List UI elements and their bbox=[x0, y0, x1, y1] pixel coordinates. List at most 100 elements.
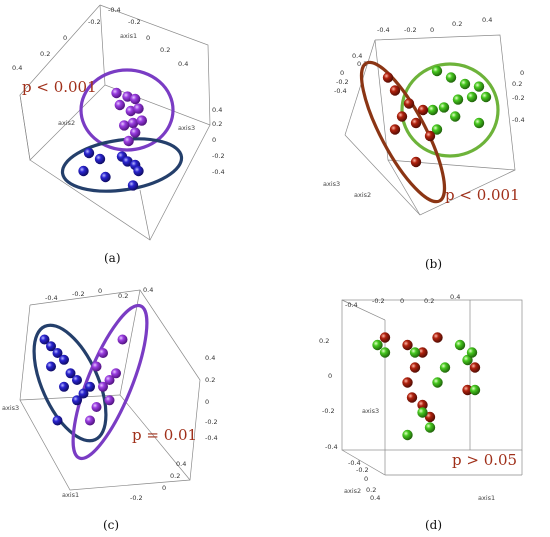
point-a-purple-3 bbox=[114, 99, 126, 111]
point-d-green-7 bbox=[432, 377, 443, 388]
tick-d-7: 0 bbox=[328, 372, 332, 380]
tick-a-8: 0.2 bbox=[160, 46, 170, 54]
panel-a-points bbox=[78, 87, 147, 191]
tick-a-9: 0.4 bbox=[178, 60, 188, 68]
tick-b-12: 0.2 bbox=[512, 80, 522, 88]
panel-d: -0.4 -0.2 0 0.2 0.4 0.2 0 -0.2 -0.4 -0.4… bbox=[319, 293, 523, 532]
point-c-blue-4 bbox=[46, 361, 56, 372]
tick-d-1: -0.4 bbox=[345, 301, 358, 309]
panel-c-ellipse-purple bbox=[71, 303, 149, 461]
panel-d-caption: (d) bbox=[425, 518, 442, 532]
point-b-green-11 bbox=[431, 124, 443, 135]
point-d-green-6 bbox=[439, 362, 451, 373]
tick-d-13: 0.2 bbox=[366, 486, 376, 494]
tick-d-6: 0.2 bbox=[319, 337, 329, 345]
tick-b-13: -0.2 bbox=[512, 94, 525, 102]
panel-a-p-value: p < 0.001 bbox=[22, 78, 97, 96]
point-b-red-7 bbox=[424, 130, 436, 142]
panel-b-p-value: p < 0.001 bbox=[445, 186, 520, 204]
tick-d-5: 0.4 bbox=[450, 293, 460, 301]
tick-c-4: 0.2 bbox=[118, 292, 128, 300]
point-d-green-4 bbox=[462, 354, 473, 366]
point-a-blue-7 bbox=[127, 180, 139, 191]
point-c-purple-4 bbox=[111, 368, 121, 379]
point-b-red-4 bbox=[410, 117, 422, 129]
tick-c-2: -0.2 bbox=[72, 290, 85, 298]
point-d-red-2 bbox=[417, 347, 428, 358]
point-c-blue-1 bbox=[46, 341, 56, 352]
point-c-purple-8 bbox=[117, 334, 128, 345]
point-b-green-7 bbox=[427, 104, 438, 116]
axis-label-c-axis3: axis3 bbox=[2, 404, 19, 412]
tick-a-13: -0.2 bbox=[212, 152, 225, 160]
tick-b-8: 0 bbox=[340, 69, 344, 77]
point-d-green-2 bbox=[409, 347, 421, 358]
panel-b-points bbox=[382, 65, 492, 168]
tick-d-4: 0.2 bbox=[424, 297, 434, 305]
tick-c-13: 0 bbox=[162, 484, 166, 492]
panel-a-caption: (a) bbox=[104, 251, 121, 265]
point-a-blue-5 bbox=[133, 165, 144, 177]
point-c-blue-10 bbox=[85, 381, 95, 392]
panel-c-ellipse-navy bbox=[32, 323, 108, 443]
tick-d-10: -0.4 bbox=[348, 459, 361, 467]
tick-a-4: 0.2 bbox=[40, 50, 50, 58]
tick-b-14: -0.4 bbox=[512, 116, 525, 124]
tick-a-2: -0.2 bbox=[88, 18, 101, 26]
axis-label-b-axis2: axis2 bbox=[354, 191, 371, 199]
point-c-blue-5 bbox=[65, 368, 76, 379]
point-b-green-9 bbox=[480, 91, 492, 103]
point-d-red-7 bbox=[417, 399, 428, 411]
tick-a-3: 0 bbox=[63, 34, 67, 42]
point-b-green-1 bbox=[445, 72, 457, 83]
tick-c-8: 0 bbox=[205, 398, 209, 406]
tick-c-12: 0.2 bbox=[170, 472, 180, 480]
point-d-green-9 bbox=[424, 422, 436, 433]
panel-b-box bbox=[344, 34, 516, 216]
point-a-blue-6 bbox=[100, 171, 111, 183]
point-b-red-0 bbox=[382, 72, 394, 83]
point-c-purple-1 bbox=[91, 361, 102, 372]
point-d-red-3 bbox=[432, 332, 443, 343]
point-b-green-6 bbox=[438, 102, 450, 113]
point-c-purple-7 bbox=[85, 415, 95, 426]
axis-label-d-axis3: axis3 bbox=[362, 407, 379, 415]
panel-b-caption: (b) bbox=[425, 257, 442, 271]
point-c-purple-2 bbox=[104, 375, 115, 385]
point-a-blue-1 bbox=[94, 153, 106, 165]
point-d-green-5 bbox=[466, 347, 478, 358]
tick-b-6: 0.4 bbox=[352, 52, 362, 60]
point-c-blue-9 bbox=[72, 395, 82, 406]
point-a-blue-8 bbox=[78, 165, 89, 177]
point-b-green-3 bbox=[473, 81, 485, 92]
point-d-green-10 bbox=[402, 429, 413, 441]
tick-c-3: 0 bbox=[98, 287, 102, 295]
point-a-purple-0 bbox=[111, 87, 122, 99]
panel-b-ticks: -0.4 -0.2 0 0.2 0.4 0.4 0.2 0 -0.2 -0.4 … bbox=[323, 16, 525, 199]
tick-a-11: 0.2 bbox=[212, 120, 222, 128]
tick-a-10: 0.4 bbox=[212, 106, 222, 114]
tick-d-12: 0 bbox=[364, 475, 368, 483]
point-d-green-8 bbox=[417, 407, 428, 418]
panel-d-p-value: p > 0.05 bbox=[452, 451, 517, 469]
tick-b-1: -0.4 bbox=[377, 26, 390, 34]
point-d-red-6 bbox=[406, 392, 418, 403]
panel-b-ellipse-brown bbox=[359, 60, 447, 204]
point-b-red-2 bbox=[403, 98, 415, 109]
point-b-red-3 bbox=[417, 104, 429, 116]
tick-b-10: -0.4 bbox=[334, 87, 347, 95]
tick-c-1: -0.4 bbox=[45, 294, 58, 302]
panel-c-points bbox=[39, 334, 128, 426]
point-c-blue-11 bbox=[52, 415, 63, 426]
tick-a-5: 0.4 bbox=[12, 64, 22, 72]
point-b-green-10 bbox=[473, 117, 485, 129]
tick-c-5: 0.4 bbox=[143, 286, 153, 294]
tick-a-14: -0.4 bbox=[212, 168, 225, 176]
point-d-red-5 bbox=[402, 377, 413, 388]
point-c-purple-5 bbox=[91, 402, 102, 412]
tick-b-3: 0 bbox=[430, 26, 434, 34]
point-b-green-4 bbox=[466, 91, 478, 103]
panel-d-ticks: -0.4 -0.2 0 0.2 0.4 0.2 0 -0.2 -0.4 -0.4… bbox=[319, 293, 495, 502]
axis-label-c-axis1: axis1 bbox=[62, 491, 79, 499]
